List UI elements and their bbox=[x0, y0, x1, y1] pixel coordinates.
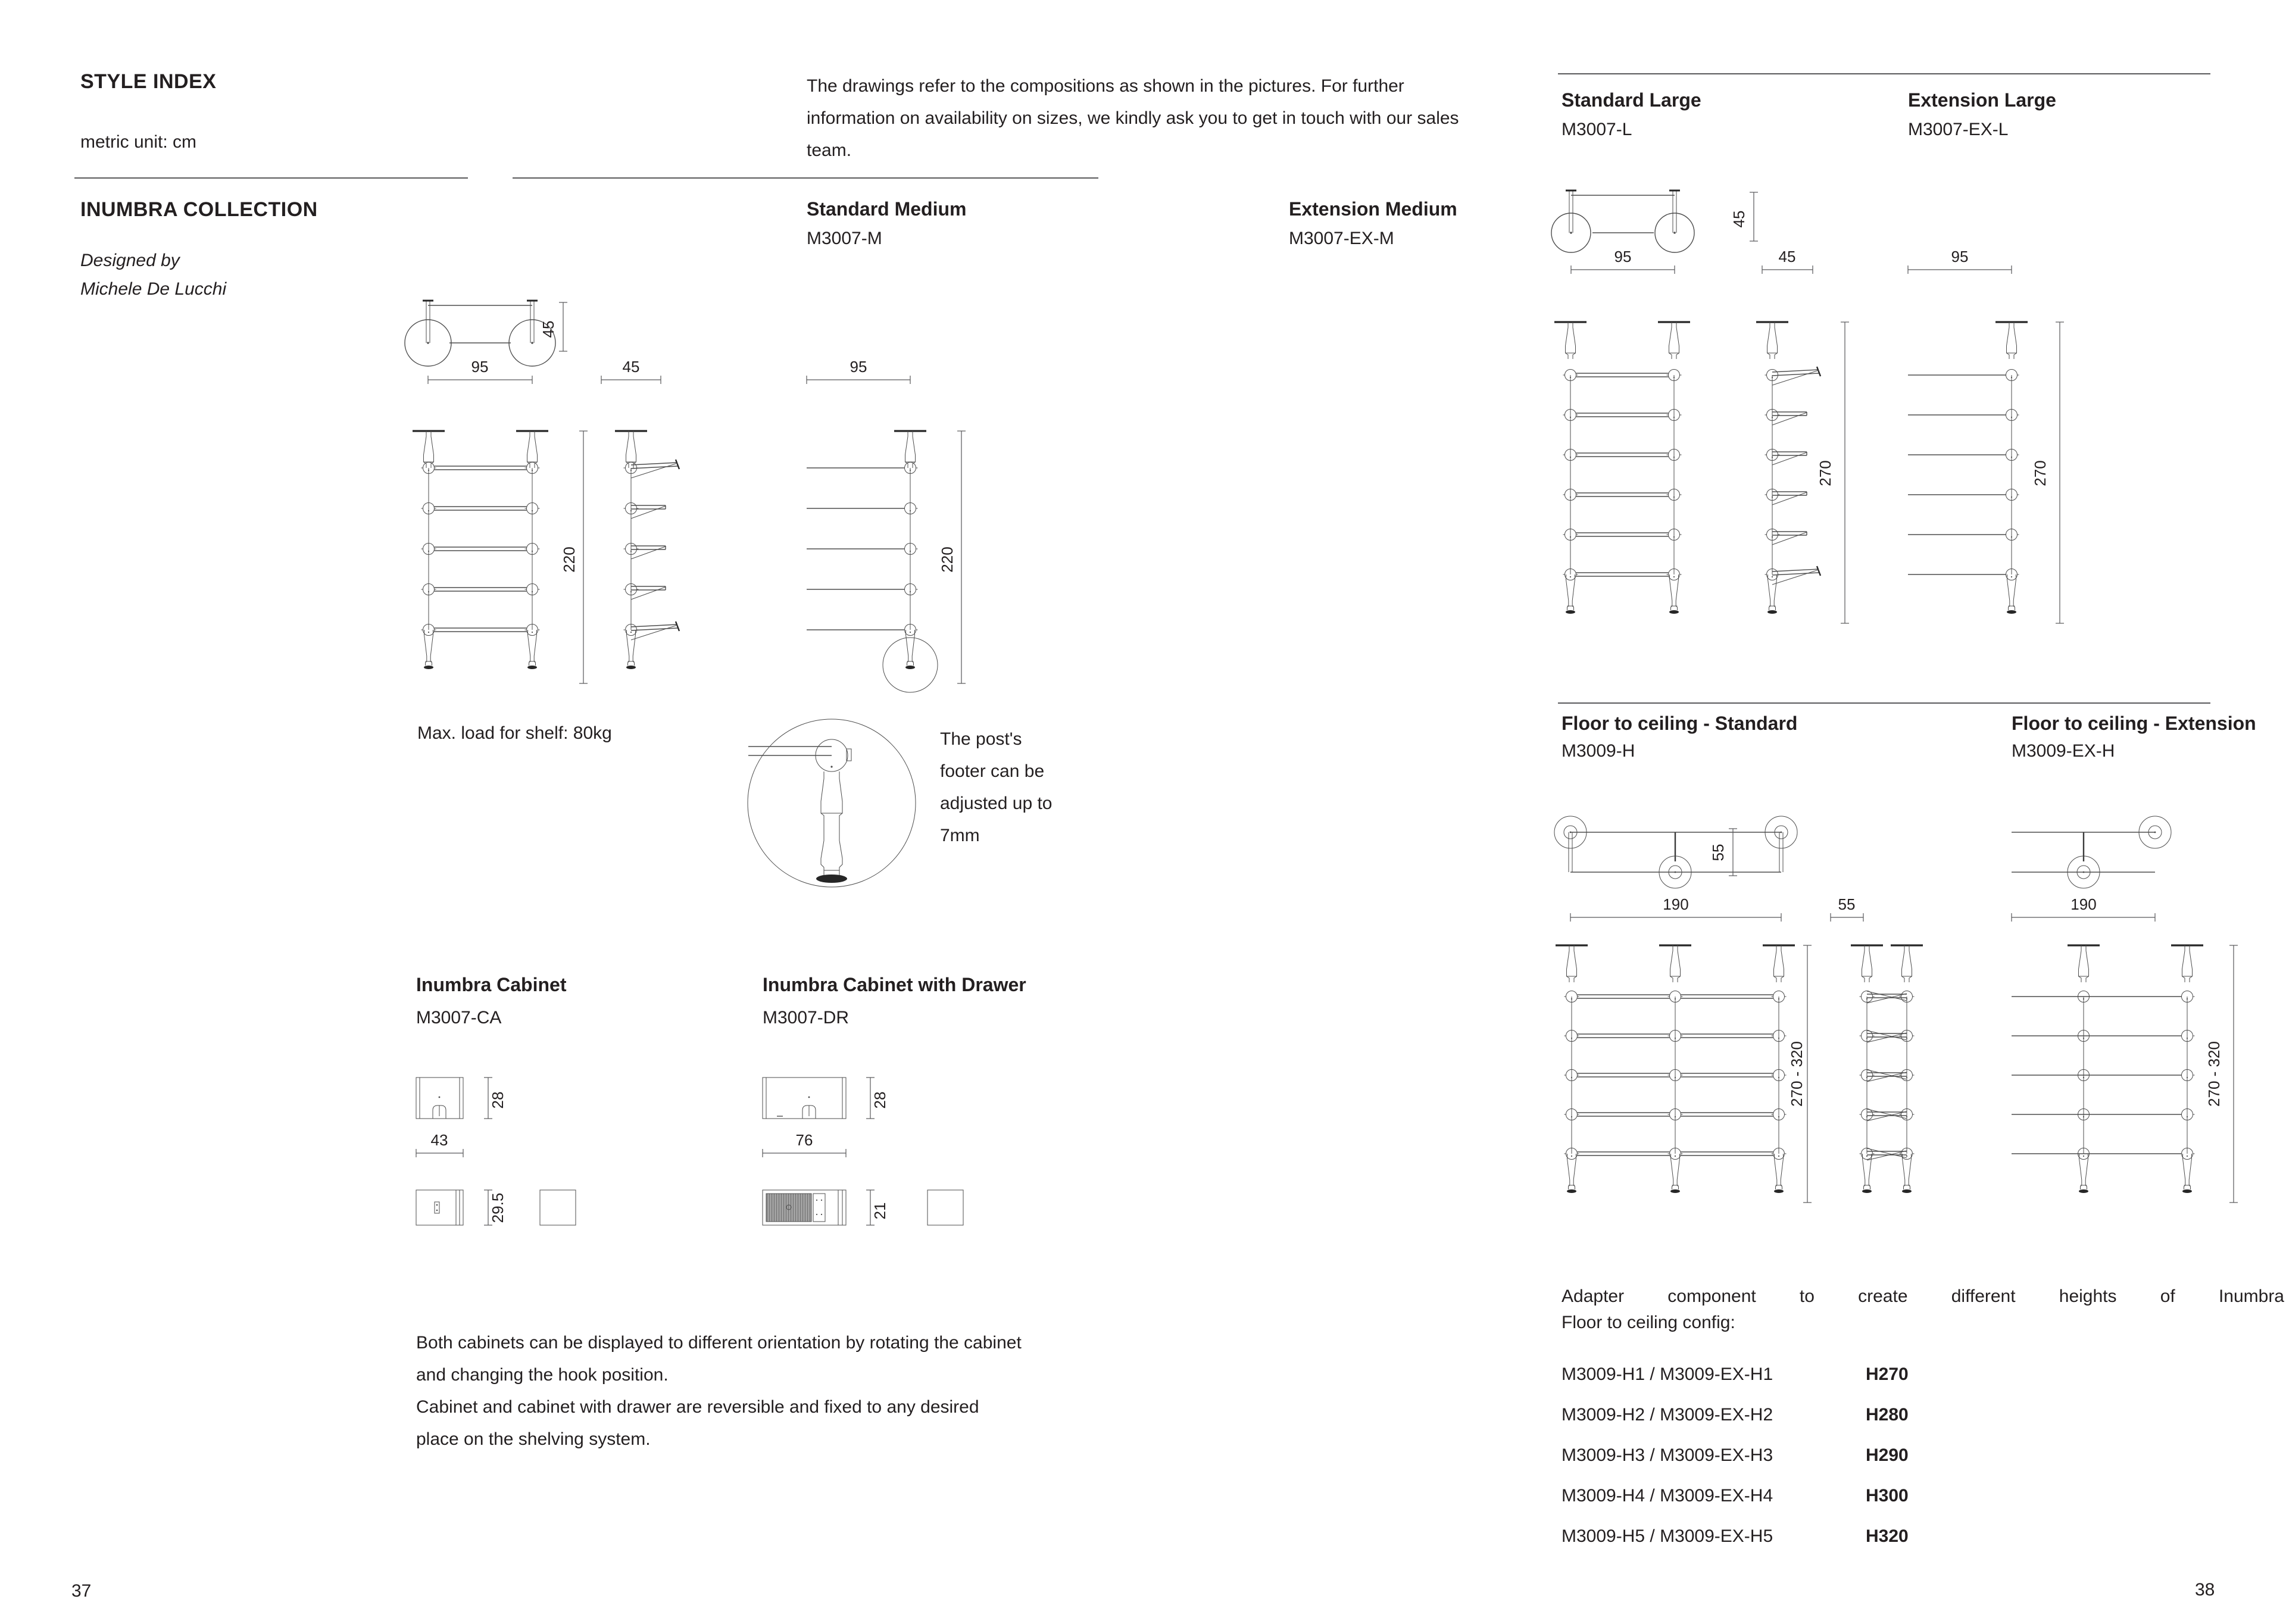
svg-text:95: 95 bbox=[1951, 248, 1969, 266]
svg-text:220: 220 bbox=[560, 546, 578, 572]
svg-text:190: 190 bbox=[1663, 895, 1688, 913]
svg-text:45: 45 bbox=[623, 358, 640, 376]
svg-text:45: 45 bbox=[539, 321, 557, 338]
svg-text:95: 95 bbox=[471, 358, 489, 376]
svg-text:95: 95 bbox=[850, 358, 867, 376]
svg-text:270 - 320: 270 - 320 bbox=[1788, 1041, 1806, 1107]
svg-text:28: 28 bbox=[489, 1092, 507, 1109]
svg-text:220: 220 bbox=[938, 546, 956, 572]
svg-text:270: 270 bbox=[2031, 460, 2049, 486]
svg-text:43: 43 bbox=[431, 1131, 448, 1149]
svg-text:45: 45 bbox=[1730, 211, 1748, 228]
svg-text:21: 21 bbox=[871, 1203, 889, 1220]
svg-text:55: 55 bbox=[1709, 844, 1727, 861]
svg-text:270 - 320: 270 - 320 bbox=[2205, 1041, 2223, 1107]
svg-text:55: 55 bbox=[1838, 895, 1856, 913]
svg-text:270: 270 bbox=[1816, 460, 1834, 486]
svg-text:28: 28 bbox=[871, 1092, 889, 1109]
svg-text:45: 45 bbox=[1779, 248, 1796, 266]
svg-text:95: 95 bbox=[1614, 248, 1632, 266]
svg-text:29.5: 29.5 bbox=[489, 1193, 507, 1223]
svg-text:76: 76 bbox=[796, 1131, 813, 1149]
svg-text:190: 190 bbox=[2070, 895, 2096, 913]
